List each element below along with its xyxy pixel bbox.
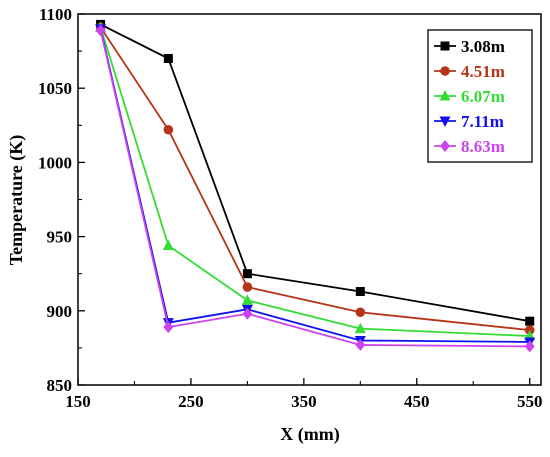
legend-label: 8.63m (461, 137, 505, 156)
data-point (242, 269, 252, 279)
series-8.63m (95, 24, 535, 353)
data-point (163, 124, 174, 135)
legend-item: 4.51m (434, 62, 505, 81)
data-point (355, 338, 366, 351)
legend-label: 3.08m (461, 37, 505, 56)
data-point (524, 340, 535, 353)
legend-marker (440, 66, 450, 76)
legend-label: 6.07m (461, 87, 505, 106)
y-tick-label: 1050 (38, 79, 72, 98)
data-point (242, 282, 253, 292)
legend-item: 6.07m (434, 87, 505, 106)
y-tick-label: 850 (47, 376, 73, 395)
y-axis: 850 900 950 1000 1050 1100 (38, 5, 85, 395)
x-tick-label: 550 (517, 392, 543, 411)
x-axis-title: X (mm) (280, 424, 339, 445)
legend-item: 7.11m (434, 112, 504, 131)
x-axis: 150 250 350 450 550 (65, 378, 542, 411)
data-point (241, 294, 253, 305)
y-axis-title: Temperature (K) (6, 135, 27, 265)
legend-label: 4.51m (461, 62, 505, 81)
legend-marker (440, 140, 450, 152)
data-point (525, 316, 535, 326)
x-tick-label: 250 (178, 392, 204, 411)
data-point (163, 54, 173, 64)
legend-marker (439, 116, 451, 127)
legend: 3.08m 4.51m 6.07m 7.11m 8.63m (427, 29, 533, 163)
data-point (355, 307, 366, 318)
x-tick-label: 350 (291, 392, 317, 411)
y-tick-label: 1100 (39, 5, 72, 24)
legend-item: 3.08m (434, 37, 505, 56)
y-tick-label: 900 (47, 302, 73, 321)
legend-marker (440, 41, 450, 51)
legend-marker (439, 90, 451, 101)
data-point (354, 322, 366, 334)
y-tick-label: 950 (47, 228, 73, 247)
x-tick-label: 450 (404, 392, 430, 411)
data-point (95, 24, 106, 37)
data-point (163, 321, 174, 334)
data-point (355, 287, 365, 297)
legend-item: 8.63m (434, 137, 505, 156)
data-point (162, 239, 174, 251)
x-tick-label: 150 (65, 392, 91, 411)
legend-label: 7.11m (461, 112, 504, 131)
y-tick-label: 1000 (38, 153, 72, 172)
data-point (242, 307, 253, 320)
series-layer (95, 19, 536, 353)
